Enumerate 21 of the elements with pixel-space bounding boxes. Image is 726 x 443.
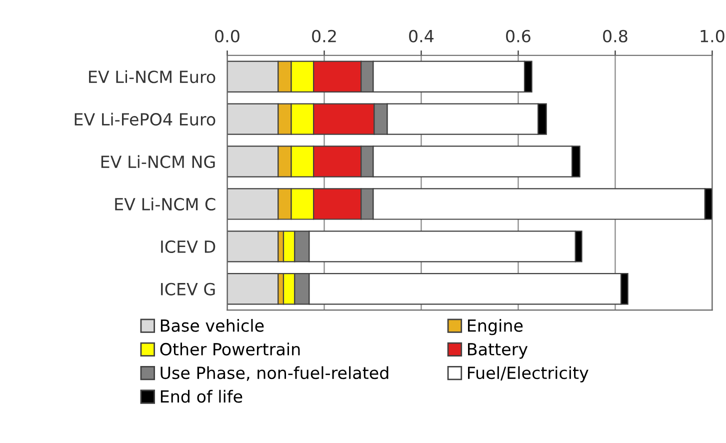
y-tick-label: EV Li-FePO4 Euro — [74, 112, 216, 126]
bar — [227, 273, 279, 305]
legend-label: Use Phase, non-fuel-related — [160, 366, 388, 381]
y-tick-label: EV Li-NCM C — [115, 198, 216, 211]
x-tick-label: 0.8 — [603, 30, 628, 42]
x-tick-label: 0.2 — [312, 30, 336, 42]
x-tick-label: 0.4 — [409, 30, 434, 42]
legend-label: Fuel/Electricity — [468, 366, 588, 382]
x-tick-label: 0.6 — [506, 30, 530, 42]
legend-label: Engine — [468, 318, 523, 336]
bar — [227, 230, 279, 262]
legend-label: Other Powertrain — [160, 342, 300, 356]
legend-label: Battery — [468, 343, 528, 359]
x-tick-label: 0.0 — [215, 30, 240, 42]
x-tick-label: 1.0 — [700, 30, 724, 42]
y-tick-label: ICEV D — [161, 240, 216, 253]
y-tick-label: ICEV G — [161, 282, 215, 296]
legend-label: Base vehicle — [160, 318, 264, 332]
y-tick-label: EV Li-NCM NG — [101, 155, 215, 168]
legend-label: End of life — [160, 390, 242, 403]
y-tick-label: EV Li-NCM Euro — [89, 70, 216, 84]
